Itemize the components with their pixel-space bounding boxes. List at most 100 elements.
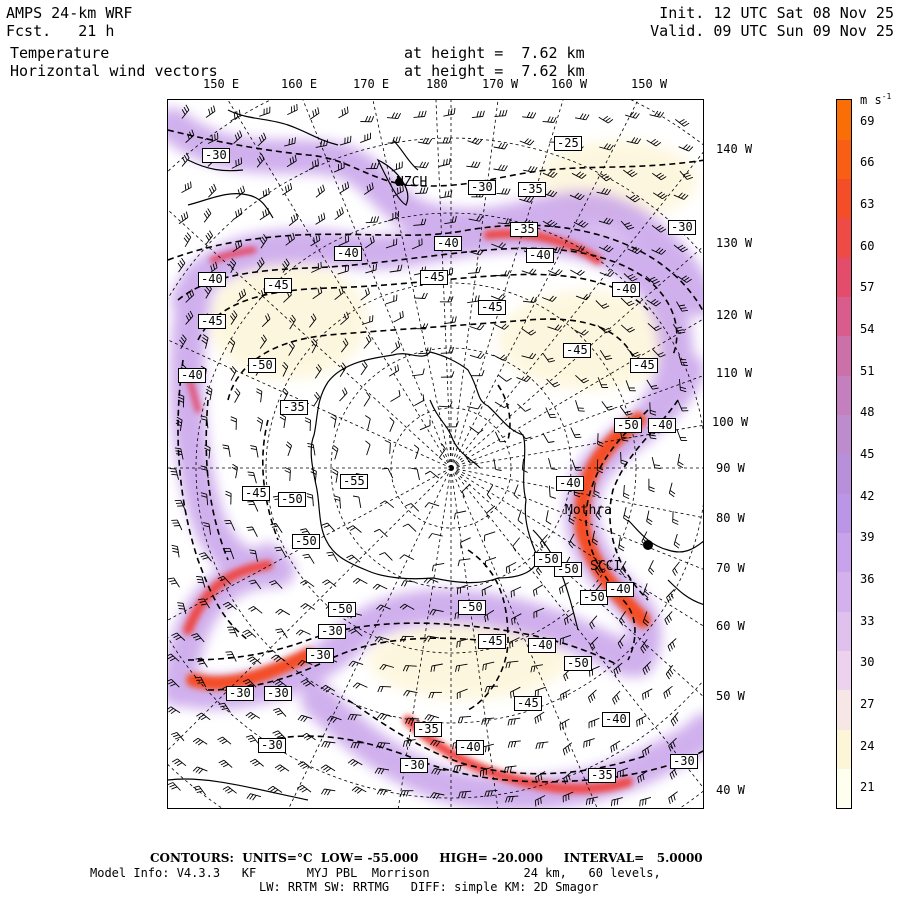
wind-barb-flag <box>501 143 505 149</box>
wind-barb-flag <box>621 436 628 439</box>
wind-barb <box>428 714 440 719</box>
wind-barb-flag <box>589 644 594 651</box>
wind-barb-flag <box>181 214 184 222</box>
wind-barb-flag <box>504 109 508 116</box>
wind-barb-flag <box>404 580 408 587</box>
wind-barb-flag <box>233 310 238 316</box>
wind-barb-flag <box>207 232 212 239</box>
wind-barb-flag <box>428 347 432 354</box>
wind-barb <box>324 788 336 792</box>
contour-label: -45 <box>242 486 270 501</box>
wind-barb <box>185 134 195 143</box>
contour-label: -35 <box>518 182 546 197</box>
wind-barb <box>312 444 316 456</box>
wind-barb-flag <box>372 583 378 589</box>
contour-label: -50 <box>564 656 592 671</box>
wind-barb <box>282 366 289 377</box>
wind-barb <box>516 376 527 383</box>
wind-barb-flag <box>645 798 647 805</box>
wind-barb <box>496 275 508 277</box>
wind-barb <box>285 238 295 246</box>
field-wind: Horizontal wind vectors <box>10 62 218 80</box>
wind-barb <box>469 326 481 331</box>
wind-barb-flag <box>629 328 635 333</box>
wind-barb <box>280 546 287 558</box>
wind-barb-flag <box>271 582 277 586</box>
wind-barb-flag <box>323 524 330 528</box>
wind-barb-flag <box>400 264 403 271</box>
wind-barb <box>176 732 185 742</box>
wind-barb-flag <box>296 784 303 789</box>
wind-barb-flag <box>537 775 540 782</box>
wind-barb <box>287 445 293 457</box>
wind-barb-flag <box>678 192 683 198</box>
wind-barb-flag <box>671 771 675 778</box>
wind-barb-flag <box>300 679 307 683</box>
wind-barb-flag <box>245 734 252 738</box>
top-tick: 150 E <box>203 77 240 91</box>
wind-barb-flag <box>459 765 462 772</box>
wind-barb-flag <box>276 734 283 738</box>
wind-barb-flag <box>673 769 678 776</box>
wind-barb <box>469 354 481 359</box>
wind-barb-flag <box>370 116 375 122</box>
wind-barb-flag <box>448 158 451 165</box>
wind-barb-flag <box>477 403 482 410</box>
wind-barb <box>665 664 674 675</box>
wind-barb-flag <box>406 690 411 697</box>
wind-barb-flag <box>330 416 337 421</box>
wind-barb-flag <box>289 183 293 190</box>
wind-barb <box>620 324 630 333</box>
contour-label: -40 <box>198 272 226 287</box>
wind-barb-flag <box>240 207 243 214</box>
wind-barb-flag <box>642 773 645 780</box>
wind-barb <box>494 431 501 442</box>
wind-barb <box>393 190 404 197</box>
wind-barb-flag <box>376 162 380 169</box>
wind-barb-flag <box>535 743 538 750</box>
right-tick: 100 W <box>712 415 749 429</box>
wind-barb-flag <box>430 739 435 746</box>
contour-label: -35 <box>588 768 616 783</box>
wind-barb-flag <box>226 653 233 656</box>
wind-barb <box>646 299 657 307</box>
wind-barb-flag <box>646 521 652 526</box>
wind-barb-flag <box>402 665 407 672</box>
wind-barb-flag <box>384 439 391 444</box>
colorbar-segment <box>837 532 851 573</box>
wind-barb <box>545 407 551 418</box>
wind-barb-flag <box>670 592 674 599</box>
wind-barb-flag <box>557 325 563 331</box>
wind-barb <box>652 348 661 358</box>
wind-barb-flag <box>470 461 477 464</box>
wind-barb <box>309 318 317 328</box>
wind-barb-flag <box>405 718 409 724</box>
wind-barb-flag <box>593 493 600 497</box>
wind-barb-flag <box>523 375 529 381</box>
wind-barb <box>360 293 370 301</box>
wind-barb-flag <box>349 527 356 531</box>
wind-barb-flag <box>179 339 184 345</box>
wind-barb-flag <box>197 660 204 663</box>
wind-barb-flag <box>191 129 195 136</box>
wind-barb <box>510 586 522 592</box>
wind-barb-flag <box>534 717 537 724</box>
wind-barb <box>204 337 209 349</box>
wind-barb-flag <box>641 717 644 724</box>
wind-barb-flag <box>504 143 508 150</box>
wind-barb-flag <box>503 270 508 277</box>
wind-barb-flag <box>294 154 297 161</box>
wind-barb <box>337 270 349 275</box>
wind-barb-flag <box>649 276 656 281</box>
wind-barb-flag <box>537 567 542 573</box>
wind-barb-flag <box>683 172 689 176</box>
wind-barb-flag <box>250 607 257 612</box>
wind-barb-flag <box>326 551 333 554</box>
wind-barb <box>259 420 264 432</box>
wind-barb-flag <box>222 601 229 606</box>
wind-barb <box>641 531 648 542</box>
wind-barb-flag <box>685 145 691 151</box>
wind-barb-flag <box>382 714 388 721</box>
wind-barb <box>325 684 336 692</box>
wind-barb-flag <box>626 300 633 305</box>
